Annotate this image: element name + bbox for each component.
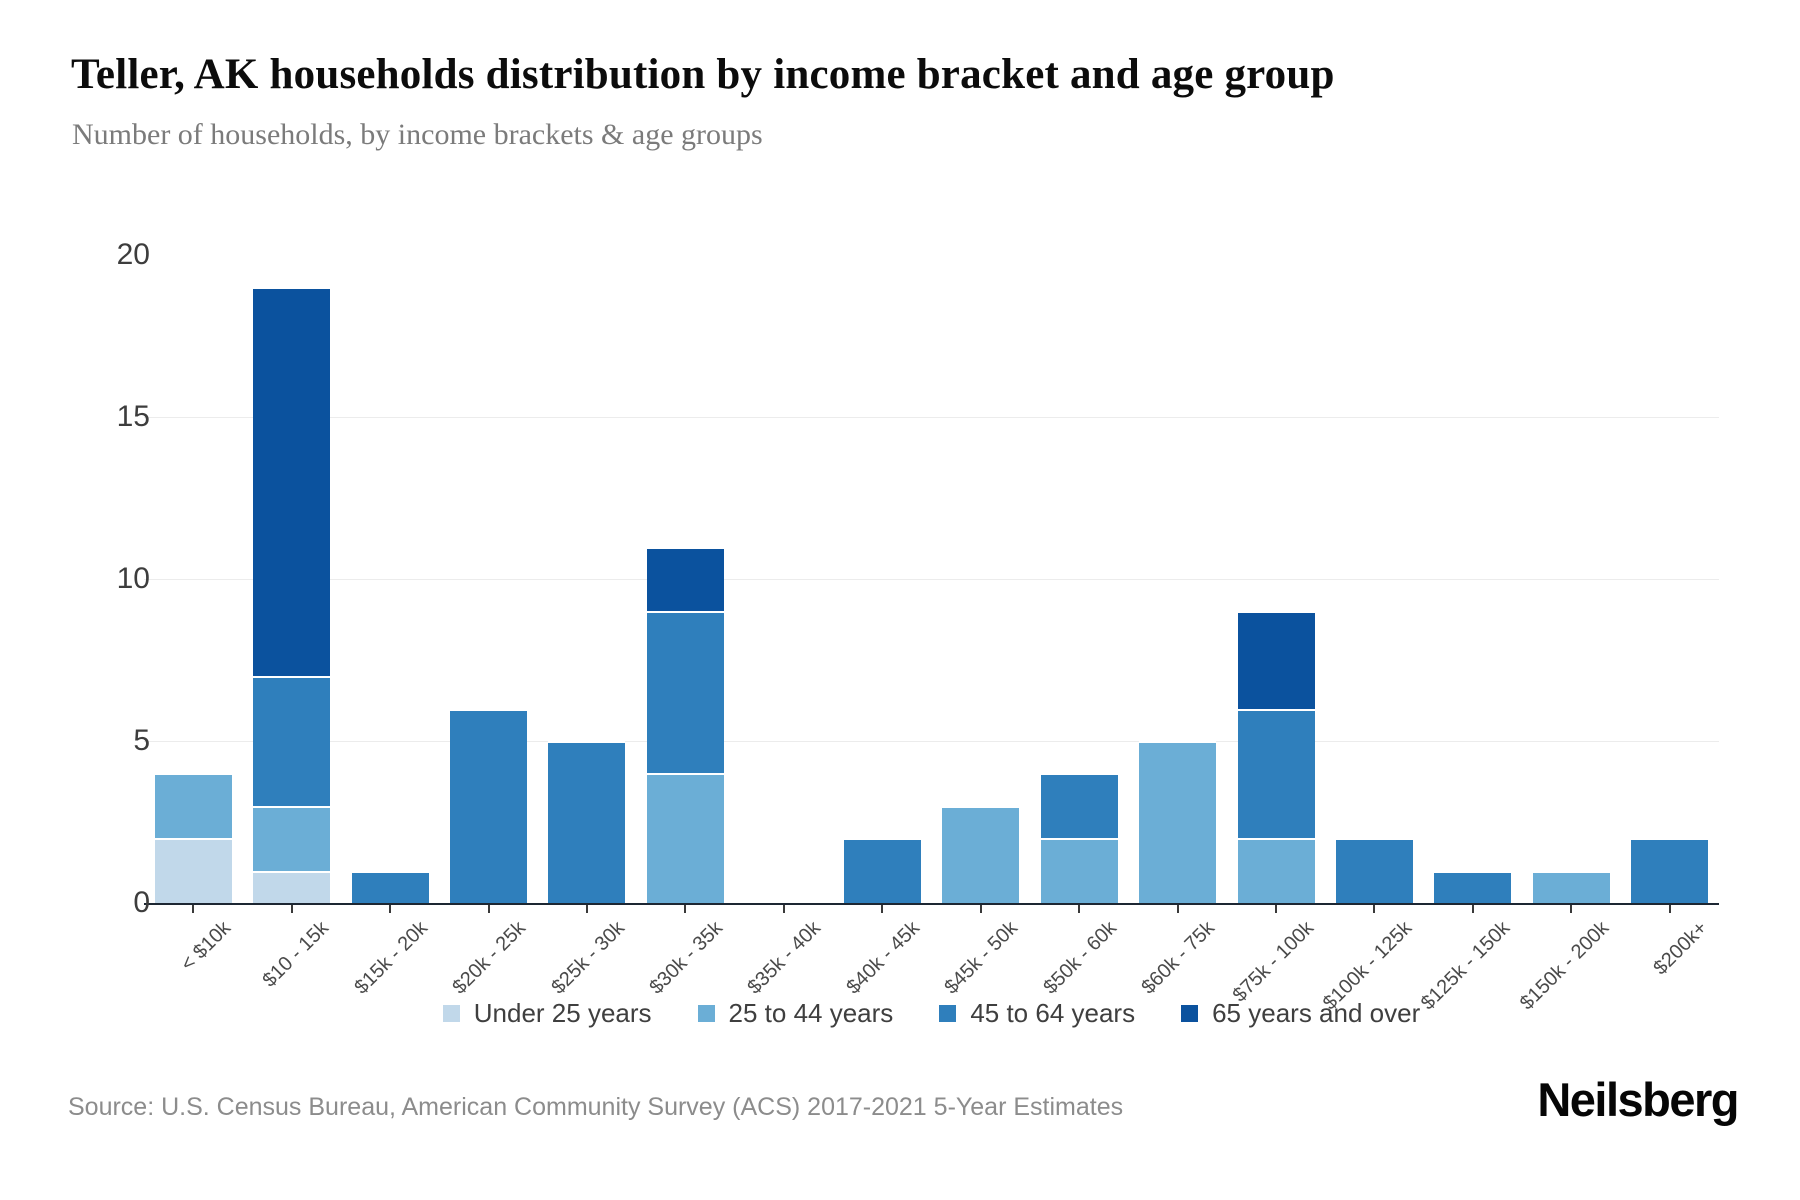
bar-segment xyxy=(843,838,921,903)
x-axis-tick xyxy=(684,905,687,913)
x-axis-label: $35k - 40k xyxy=(743,917,826,999)
bar-segment xyxy=(1237,838,1315,903)
bar-slot xyxy=(1040,255,1118,903)
x-axis-label: $40k - 45k xyxy=(842,917,924,999)
bar-slot xyxy=(1631,255,1709,903)
bar-segment xyxy=(450,708,528,903)
legend-label: 25 to 44 years xyxy=(728,997,894,1028)
x-axis-tick xyxy=(192,905,195,913)
legend-swatch xyxy=(939,1004,957,1022)
bar-segment xyxy=(253,870,331,903)
bar-slot xyxy=(646,255,724,903)
bar-segment xyxy=(253,805,331,871)
x-axis-tick xyxy=(1373,905,1376,913)
y-axis-label: 5 xyxy=(133,724,150,757)
bar-segment xyxy=(1532,870,1610,903)
bar-segment xyxy=(154,773,232,839)
bar-segment xyxy=(1237,708,1315,839)
legend-label: 45 to 64 years xyxy=(970,997,1136,1028)
bar-slot xyxy=(1237,255,1315,903)
x-axis-label: $75k - 100k xyxy=(1228,917,1318,1007)
bar-segment xyxy=(1040,773,1118,839)
x-axis-label: $50k - 60k xyxy=(1039,917,1121,999)
x-axis-tick xyxy=(290,905,293,913)
x-axis-label: $20k - 25k xyxy=(448,917,531,999)
x-axis-tick xyxy=(1176,905,1179,913)
bar-segment xyxy=(1139,741,1217,903)
bar-slot xyxy=(154,255,232,903)
bar-segment xyxy=(253,676,331,806)
x-axis-tick xyxy=(782,905,785,913)
bar-segment xyxy=(646,773,724,903)
legend-item: 25 to 44 years xyxy=(697,997,894,1029)
y-axis-label: 10 xyxy=(116,562,150,595)
bar-segment xyxy=(646,611,724,774)
x-axis-tick xyxy=(1570,905,1573,913)
x-axis-tick xyxy=(585,905,588,913)
legend-item: 65 years and over xyxy=(1181,998,1420,1029)
bar-segment xyxy=(1631,838,1709,903)
bar-slot xyxy=(942,255,1020,903)
gridline xyxy=(144,417,1719,418)
legend-label: Under 25 years xyxy=(473,997,652,1028)
chart-title: Teller, AK households distribution by in… xyxy=(71,51,1335,98)
bar-slot xyxy=(843,255,921,903)
y-axis-label: 0 xyxy=(133,886,150,919)
x-axis-tick xyxy=(1471,905,1474,913)
x-axis-label: $45k - 50k xyxy=(940,917,1023,999)
x-axis-label: $200k+ xyxy=(1648,917,1712,980)
x-axis-tick xyxy=(487,905,490,913)
y-axis-label: 15 xyxy=(116,400,150,433)
bar-segment xyxy=(1237,611,1315,709)
legend-item: 45 to 64 years xyxy=(939,998,1135,1029)
bar-slot xyxy=(745,255,822,903)
legend: Under 25 years 25 to 44 years 45 to 64 yea… xyxy=(144,995,1719,1031)
bar-segment xyxy=(942,805,1020,903)
legend-swatch xyxy=(697,1004,715,1022)
x-axis-label: $25k - 30k xyxy=(546,917,629,999)
gridline xyxy=(144,741,1719,742)
bar-slot xyxy=(1532,255,1610,903)
plot-area: 0 5 10 15 20 < $10k $10 - 15k $15k - 20k $20k - … xyxy=(117,238,1719,1014)
x-axis-label: $60k - 75k xyxy=(1137,917,1220,999)
x-axis-label: $15k - 20k xyxy=(350,917,432,999)
legend-item: Under 25 years xyxy=(442,997,652,1029)
bar-slot xyxy=(450,255,528,903)
x-axis-tick xyxy=(1078,905,1081,913)
bar-slot xyxy=(1434,255,1512,903)
source-note: Source: U.S. Census Bureau, American Com… xyxy=(68,1093,1124,1121)
bar-segment xyxy=(646,546,724,612)
chart-subtitle: Number of households, by income brackets… xyxy=(72,118,763,151)
bar-segment xyxy=(154,838,232,903)
bar-slot xyxy=(253,255,331,903)
legend-swatch xyxy=(442,1004,460,1022)
bar-slot xyxy=(548,255,626,903)
bar-segment xyxy=(1434,870,1512,903)
legend-label: 65 years and over xyxy=(1212,997,1421,1028)
x-axis-tick xyxy=(1275,905,1278,913)
bar-segment xyxy=(253,287,331,677)
x-axis-tick xyxy=(881,905,884,913)
bar-slot xyxy=(1335,255,1413,903)
bar-slot xyxy=(351,255,429,903)
bar-segment xyxy=(351,870,429,903)
bar-segment xyxy=(548,741,626,903)
x-axis-tick xyxy=(389,905,392,913)
x-axis-label: $10 - 15k xyxy=(258,917,334,992)
x-axis-tick xyxy=(1668,905,1671,913)
legend-swatch xyxy=(1181,1004,1199,1022)
x-axis-tick xyxy=(979,905,982,913)
y-axis-label: 20 xyxy=(116,238,150,271)
x-axis-label: $30k - 35k xyxy=(645,917,727,999)
gridline xyxy=(144,579,1719,580)
neilsberg-logo: Neilsberg xyxy=(1537,1073,1739,1126)
bar-segment xyxy=(1335,838,1413,903)
bar-segment xyxy=(1040,838,1118,903)
bar-slot xyxy=(1139,255,1217,903)
x-axis-label: < $10k xyxy=(176,917,235,976)
